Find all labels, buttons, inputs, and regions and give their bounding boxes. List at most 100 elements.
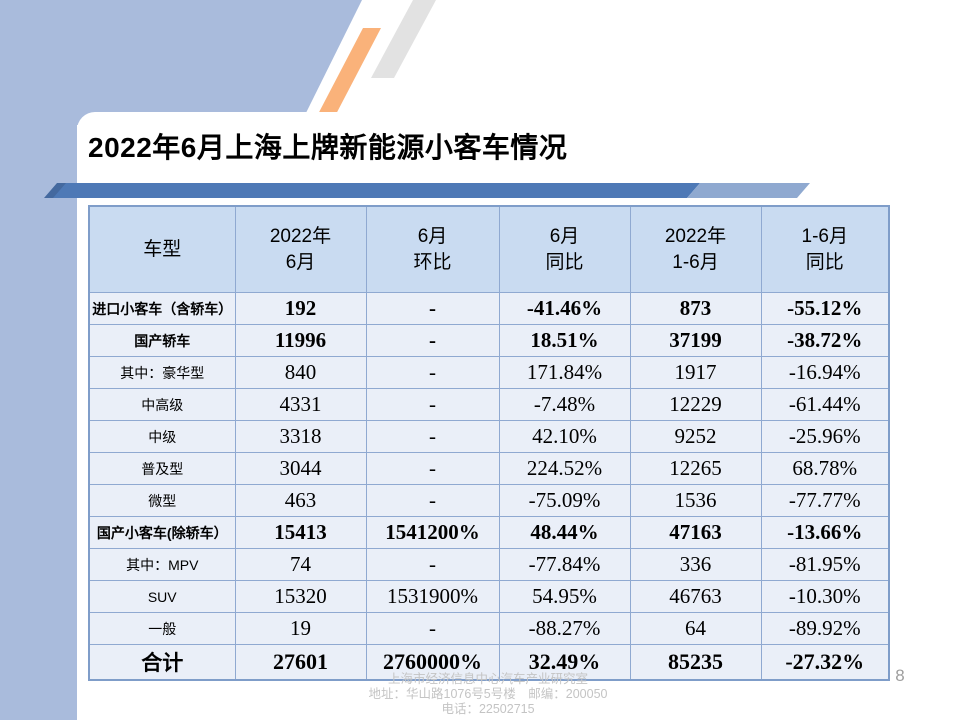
value-cell: 1541200% — [365, 516, 500, 549]
table-row: 其中：豪华型 840-171.84% 1917 -16.94% — [88, 356, 890, 389]
value-cell: -41.46% — [498, 292, 631, 325]
value-cell: 4331 — [234, 388, 367, 421]
value-cell: 11996 — [234, 324, 367, 357]
underline-bar-dark — [53, 183, 700, 198]
table-row: 微型 463- -75.09% 1536 -77.77% — [88, 484, 890, 517]
value-cell: 463 — [234, 484, 367, 517]
column-header-line1: 1-6月 — [801, 225, 848, 247]
column-header: 6月同比 — [498, 205, 631, 293]
total-row: 合计 27601 2760000% 32.49% 85235 -27.32% — [88, 644, 890, 681]
registration-table: 车型 2022年 6月 6月 环比 6月 同比 2022年 1-6月 1-6月 同比 进口小客车（含… — [88, 205, 890, 681]
value-cell: 15320 — [234, 580, 367, 613]
value-cell: 3044 — [234, 452, 367, 485]
value-cell: 12229 — [629, 388, 762, 421]
value-cell: -75.09% — [498, 484, 631, 517]
footer-line-address: 地址：华山路1076号5号楼 邮编：200050 — [368, 687, 608, 701]
row-label-cell: 中高级 — [88, 388, 236, 421]
table-row: 国产小客车(除轿车） 15413 1541200% 48.44% 47163 -13.66… — [88, 516, 890, 549]
value-cell: 32.49% — [498, 644, 631, 681]
row-label-cell: 其中：MPV — [88, 548, 236, 581]
table-row: 进口小客车（含轿车） 192- -41.46% 873 -55.12% — [88, 292, 890, 325]
value-cell: -38.72% — [760, 324, 890, 357]
footer-line-org: 上海市经济信息中心汽车产业研究室 — [387, 672, 588, 686]
value-cell: -77.77% — [760, 484, 890, 517]
value-cell: 1536 — [629, 484, 762, 517]
table-header-row: 车型 2022年 6月 6月 环比 6月 同比 2022年 1-6月 1-6月 同比 — [88, 205, 890, 293]
column-header-line2: 环比 — [413, 251, 452, 273]
row-label-cell: 合计 — [88, 644, 236, 681]
column-header-line1: 车型 — [143, 238, 182, 260]
column-header-line2: 同比 — [805, 251, 844, 273]
footer-line-phone: 电话：22502715 — [441, 702, 535, 716]
value-cell: -88.27% — [498, 612, 631, 645]
row-label-cell: 国产轿车 — [88, 324, 236, 357]
value-cell: - — [365, 548, 500, 581]
table-row: SUV 15320 1531900% 54.95% 46763 -10.30% — [88, 580, 890, 613]
column-header-line1: 6月 — [417, 225, 448, 247]
value-cell: 27601 — [234, 644, 367, 681]
value-cell: - — [365, 612, 500, 645]
row-label-cell: 微型 — [88, 484, 236, 517]
value-cell: - — [365, 292, 500, 325]
value-cell: 224.52% — [498, 452, 631, 485]
value-cell: - — [365, 420, 500, 453]
page-number: 8 — [895, 666, 905, 685]
column-header-line1: 2022年 — [269, 225, 332, 247]
value-cell: 18.51% — [498, 324, 631, 357]
page-title: 2022年6月上海上牌新能源小客车情况 — [88, 132, 568, 163]
title-underline-bar — [44, 183, 810, 198]
row-label-cell: 其中：豪华型 — [88, 356, 236, 389]
column-header: 1-6月同比 — [760, 205, 890, 293]
column-header: 2022年 1-6月 — [629, 205, 762, 293]
value-cell: -7.48% — [498, 388, 631, 421]
value-cell: -81.95% — [760, 548, 890, 581]
value-cell: 192 — [234, 292, 367, 325]
table-row: 其中：MPV 74- -77.84% 336 -81.95% — [88, 548, 890, 581]
value-cell: - — [365, 452, 500, 485]
value-cell: 46763 — [629, 580, 762, 613]
column-header: 2022年 6月 — [234, 205, 367, 293]
value-cell: 3318 — [234, 420, 367, 453]
value-cell: - — [365, 356, 500, 389]
decor-orange-stripe — [316, 28, 381, 118]
value-cell: 85235 — [629, 644, 762, 681]
value-cell: 12265 — [629, 452, 762, 485]
value-cell: 47163 — [629, 516, 762, 549]
value-cell: 68.78% — [760, 452, 890, 485]
value-cell: 42.10% — [498, 420, 631, 453]
table-row: 普及型 3044-224.52% 12265 68.78% — [88, 452, 890, 485]
value-cell: 15413 — [234, 516, 367, 549]
value-cell: 2760000% — [365, 644, 500, 681]
value-cell: 336 — [629, 548, 762, 581]
value-cell: -27.32% — [760, 644, 890, 681]
table-row: 国产轿车 11996-18.51% 37199 -38.72% — [88, 324, 890, 357]
row-label-cell: 中级 — [88, 420, 236, 453]
value-cell: 171.84% — [498, 356, 631, 389]
row-label-cell: SUV — [88, 580, 236, 613]
value-cell: -13.66% — [760, 516, 890, 549]
value-cell: -77.84% — [498, 548, 631, 581]
row-label-cell: 普及型 — [88, 452, 236, 485]
value-cell: 9252 — [629, 420, 762, 453]
table-row: 中级 3318-42.10% 9252 -25.96% — [88, 420, 890, 453]
value-cell: - — [365, 388, 500, 421]
top-decoration — [0, 0, 436, 125]
value-cell: - — [365, 484, 500, 517]
value-cell: -61.44% — [760, 388, 890, 421]
value-cell: 48.44% — [498, 516, 631, 549]
column-header: 车型 — [88, 205, 236, 293]
value-cell: 1917 — [629, 356, 762, 389]
column-header-line2: 1-6月 — [672, 251, 719, 273]
column-header-line1: 2022年 — [664, 225, 727, 247]
table-row: 中高级 4331- -7.48% 12229 -61.44% — [88, 388, 890, 421]
value-cell: 19 — [234, 612, 367, 645]
decor-blue-polygon — [0, 0, 362, 125]
row-label-cell: 国产小客车(除轿车） — [88, 516, 236, 549]
column-header-line2: 同比 — [545, 251, 584, 273]
column-header-line1: 6月 — [549, 225, 580, 247]
value-cell: -55.12% — [760, 292, 890, 325]
value-cell: 37199 — [629, 324, 762, 357]
value-cell: 54.95% — [498, 580, 631, 613]
value-cell: -10.30% — [760, 580, 890, 613]
